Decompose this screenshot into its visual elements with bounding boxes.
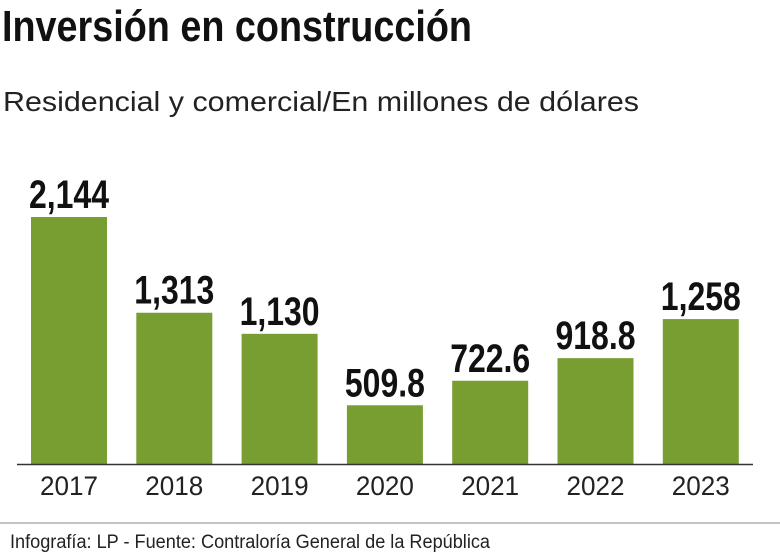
x-tick-label: 2017 — [40, 471, 98, 501]
footer-source: Infografía: LP - Fuente: Contraloría Gen… — [10, 532, 490, 553]
x-tick-label: 2019 — [251, 471, 309, 501]
data-label-2022: 918.8 — [556, 314, 636, 358]
data-label-2017: 2,144 — [29, 173, 110, 217]
data-label-2018: 1,313 — [134, 269, 214, 313]
data-label-2021: 722.6 — [450, 337, 530, 381]
x-tick-label: 2018 — [145, 471, 203, 501]
data-label-2020: 509.8 — [345, 361, 425, 405]
data-label-2019: 1,130 — [240, 290, 320, 334]
data-label-2023: 1,258 — [661, 275, 741, 319]
x-tick-label: 2020 — [356, 471, 414, 501]
bar-2020 — [346, 405, 423, 464]
chart-subtitle: Residencial y comercial/En millones de d… — [3, 86, 639, 117]
bars-group: 2,144 2017 1,313 2018 1,130 2019 509.8 2020 722.… — [29, 173, 741, 501]
x-tick-label: 2021 — [461, 471, 519, 501]
chart-title: Inversión en construcción — [2, 2, 472, 51]
x-tick-label: 2023 — [672, 471, 730, 501]
bar-2022 — [557, 358, 634, 464]
bar-2021 — [452, 380, 529, 464]
bar-2017 — [31, 217, 107, 464]
bar-2019 — [241, 333, 318, 464]
x-tick-label: 2022 — [567, 471, 625, 501]
bar-2018 — [136, 312, 213, 464]
bar-2023 — [662, 319, 739, 464]
